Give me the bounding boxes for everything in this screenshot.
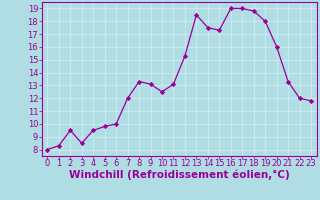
X-axis label: Windchill (Refroidissement éolien,°C): Windchill (Refroidissement éolien,°C) <box>69 170 290 180</box>
